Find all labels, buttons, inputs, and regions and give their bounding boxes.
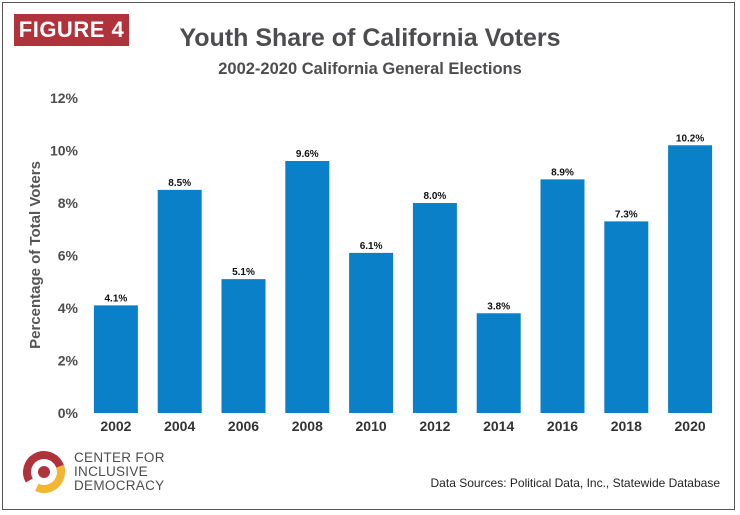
value-label-2014: 3.8% — [487, 301, 510, 312]
chart-title: Youth Share of California Voters — [179, 24, 561, 52]
x-tick-label-2020: 2020 — [675, 418, 706, 434]
y-axis-label: Percentage of Total Voters — [27, 161, 44, 349]
y-tick-label: 6% — [58, 248, 79, 264]
x-tick-label-2016: 2016 — [547, 418, 578, 434]
bar-2002 — [93, 305, 138, 413]
value-label-2018: 7.3% — [615, 209, 638, 220]
bar-2016 — [540, 179, 585, 413]
value-label-2002: 4.1% — [105, 293, 128, 304]
bar-2006 — [221, 279, 266, 413]
data-source-note: Data Sources: Political Data, Inc., Stat… — [430, 476, 720, 490]
center-for-inclusive-democracy-logo-icon — [23, 451, 65, 493]
y-axis: 0% 2% 4% 6% 8% 10% 12% — [50, 90, 79, 421]
x-tick-label-2002: 2002 — [100, 418, 131, 434]
logo-line-1: CENTER FOR — [74, 450, 165, 465]
bar-2008 — [285, 161, 330, 413]
y-tick-label: 4% — [58, 300, 79, 316]
value-label-2012: 8.0% — [424, 191, 447, 202]
value-label-2020: 10.2% — [676, 133, 704, 144]
bar-2010 — [349, 252, 394, 413]
x-tick-label-2008: 2008 — [292, 418, 323, 434]
bar-2014 — [476, 313, 521, 413]
figure-badge: FIGURE 4 — [14, 14, 129, 46]
logo-line-2: INCLUSIVE — [74, 464, 148, 479]
y-tick-label: 12% — [50, 90, 79, 106]
chart-subtitle: 2002-2020 California General Elections — [218, 60, 522, 78]
bar-2018 — [604, 221, 649, 413]
y-tick-label: 2% — [58, 353, 79, 369]
y-tick-label: 8% — [58, 195, 79, 211]
x-tick-label-2010: 2010 — [356, 418, 387, 434]
bar-2004 — [157, 189, 202, 413]
bar-2012 — [412, 203, 457, 413]
value-label-2006: 5.1% — [232, 267, 255, 278]
x-tick-label-2004: 2004 — [164, 418, 195, 434]
value-label-2016: 8.9% — [551, 167, 574, 178]
bars — [93, 145, 713, 413]
value-labels: 4.1% 8.5% 5.1% 9.6% 6.1% 8.0% 3.8% 8.9% 7.3% 10.2… — [105, 133, 705, 312]
value-label-2008: 9.6% — [296, 149, 319, 160]
x-tick-label-2018: 2018 — [611, 418, 642, 434]
logo-line-3: DEMOCRACY — [74, 478, 165, 493]
x-tick-label-2014: 2014 — [483, 418, 514, 434]
x-axis: 2002 2004 2006 2008 2010 2012 2014 2016 2018 2020 — [100, 418, 706, 434]
value-label-2004: 8.5% — [168, 178, 191, 189]
y-tick-label: 10% — [50, 143, 79, 159]
value-label-2010: 6.1% — [360, 241, 383, 252]
y-tick-label: 0% — [58, 405, 79, 421]
x-tick-label-2006: 2006 — [228, 418, 259, 434]
bar-2020 — [668, 145, 713, 413]
x-tick-label-2012: 2012 — [419, 418, 450, 434]
logo-text: CENTER FOR INCLUSIVE DEMOCRACY — [74, 451, 165, 493]
